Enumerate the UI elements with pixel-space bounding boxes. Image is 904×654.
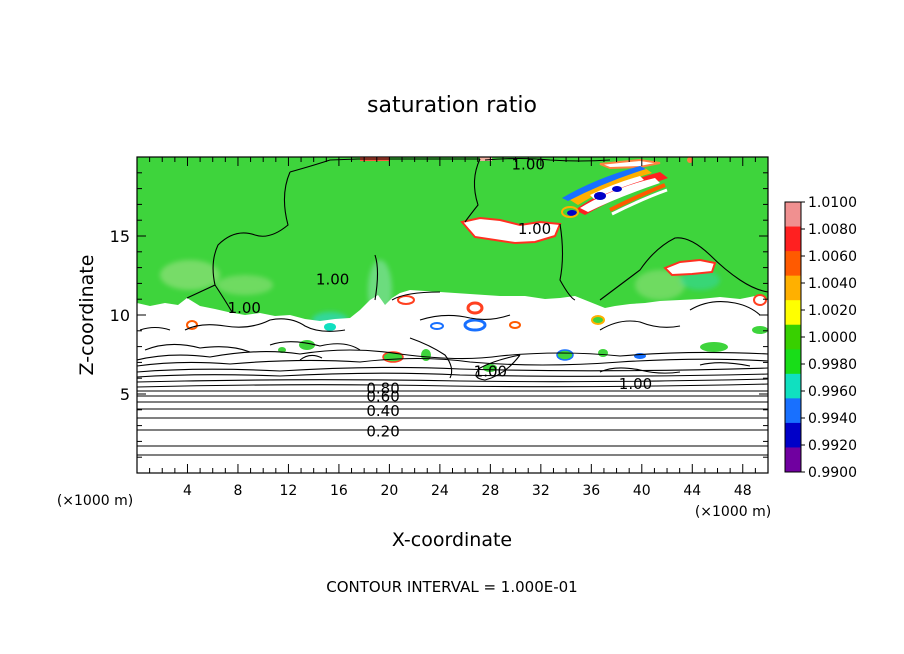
field-shading xyxy=(160,260,720,328)
colorbar-swatch xyxy=(785,373,801,399)
x-tick-label: 4 xyxy=(183,483,192,499)
x-tick-label: 32 xyxy=(532,483,550,499)
colorbar-label: 0.9980 xyxy=(808,357,857,373)
contour-label: 1.00 xyxy=(474,362,507,380)
colorbar-swatch xyxy=(785,226,801,252)
x-axis-label: X-coordinate xyxy=(392,529,512,551)
y-tick-label: 5 xyxy=(120,385,130,404)
colorbar-swatch xyxy=(785,398,801,424)
x-tick-label: 28 xyxy=(481,483,499,499)
contour-label: 1.00 xyxy=(619,375,652,393)
colorbar-label: 0.9920 xyxy=(808,438,857,454)
colorbar-swatch xyxy=(785,251,801,277)
contour-label: 1.00 xyxy=(512,155,545,173)
contour-label: 1.00 xyxy=(228,299,261,317)
y-axis: 5 10 15 xyxy=(110,172,768,458)
contour-label: 0.80 xyxy=(366,380,399,398)
cell-features xyxy=(186,294,768,372)
x-tick-label: 8 xyxy=(233,483,242,499)
colorbar-label: 0.9940 xyxy=(808,411,857,427)
colorbar-label: 0.9900 xyxy=(808,465,857,481)
contour-labels: 0.20 0.400.600.80 1.00 1.00 1.00 1.00 1.00 1.00 xyxy=(228,155,653,440)
colorbar-swatch xyxy=(785,349,801,375)
colorbar-label: 0.9960 xyxy=(808,384,857,400)
x-tick-label: 20 xyxy=(380,483,398,499)
colorbar-swatch xyxy=(785,275,801,301)
x-tick-label: 36 xyxy=(582,483,600,499)
y-axis-unit: (×1000 m) xyxy=(57,493,133,509)
colorbar-label: 1.0060 xyxy=(808,249,857,265)
contour-label: 0.40 xyxy=(366,402,399,420)
colorbar-swatch xyxy=(785,324,801,350)
streak-features xyxy=(561,166,668,218)
upper-white-patch xyxy=(460,216,562,245)
colorbar-swatch xyxy=(785,300,801,326)
colorbar: 1.0100 1.0080 1.0060 1.0040 1.0020 1.0000 0.99… xyxy=(784,195,857,481)
contour-label: 1.00 xyxy=(316,271,349,289)
contour-lines xyxy=(137,157,768,456)
contour-label: 1.00 xyxy=(518,220,551,238)
contour-label: 0.60 xyxy=(366,388,399,406)
y-tick-label: 10 xyxy=(110,306,130,325)
x-tick-label: 40 xyxy=(633,483,651,499)
upper-white-patch xyxy=(663,258,717,277)
chart-title: saturation ratio xyxy=(367,93,537,118)
x-tick-label: 44 xyxy=(683,483,701,499)
x-tick-label: 48 xyxy=(734,483,752,499)
x-tick-label: 12 xyxy=(280,483,298,499)
y-axis-label: Z-coordinate xyxy=(76,255,98,376)
subsaturated-region xyxy=(137,290,768,473)
colorbar-swatch xyxy=(785,202,801,228)
contour-label: 0.20 xyxy=(366,422,399,440)
contour-interval-note: CONTOUR INTERVAL = 1.000E-01 xyxy=(326,578,577,596)
colorbar-label: 1.0020 xyxy=(808,303,857,319)
colorbar-label: 1.0000 xyxy=(808,330,857,346)
x-axis: 4 8 12 16 20 24 28 32 36 40 44 48 xyxy=(149,157,756,499)
x-axis-unit: (×1000 m) xyxy=(695,504,771,520)
colorbar-swatch xyxy=(785,447,801,473)
y-tick-label: 15 xyxy=(110,227,130,246)
colorbar-swatch xyxy=(785,422,801,448)
colorbar-label: 1.0040 xyxy=(808,276,857,292)
x-tick-label: 24 xyxy=(431,483,449,499)
x-tick-label: 16 xyxy=(330,483,348,499)
plot-area: 0.20 0.400.600.80 1.00 1.00 1.00 1.00 1.00 1.00 xyxy=(137,155,768,473)
colorbar-label: 1.0100 xyxy=(808,195,857,211)
colorbar-label: 1.0080 xyxy=(808,222,857,238)
